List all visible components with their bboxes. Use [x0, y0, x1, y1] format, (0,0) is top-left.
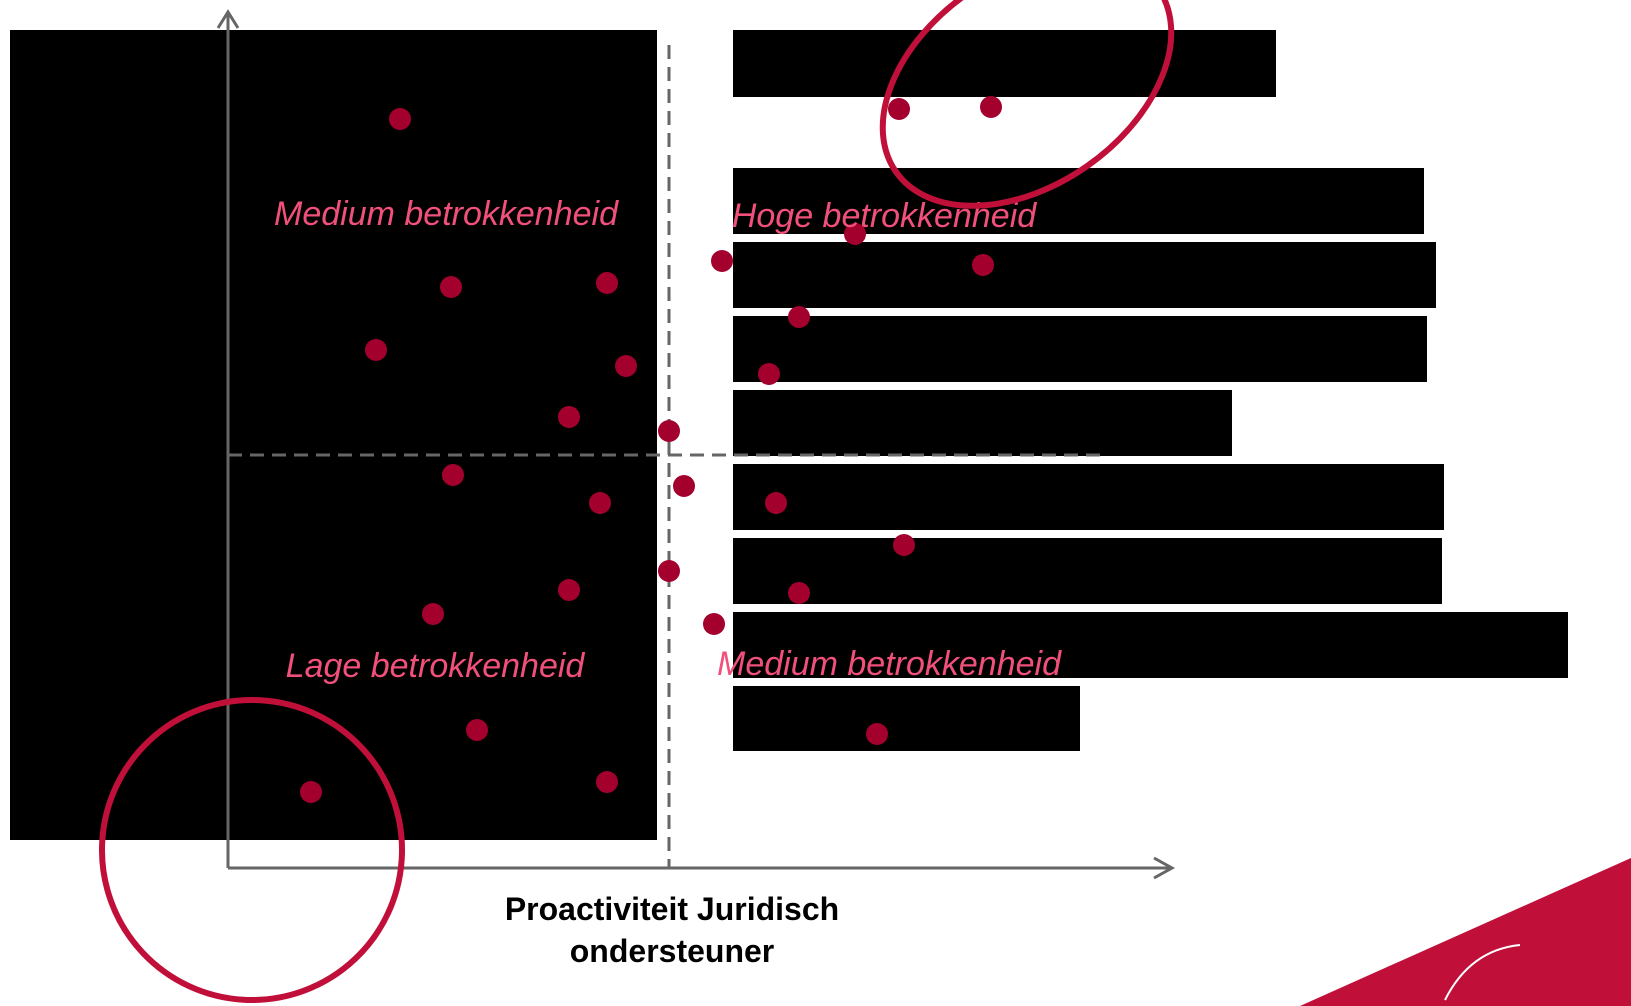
redaction-bars	[733, 30, 1568, 751]
redaction	[10, 30, 657, 840]
quadrant-label: Medium betrokkenheid	[274, 195, 619, 233]
axis-label: Proactiviteit Juridisch	[505, 891, 839, 927]
highlight-ellipses	[99, 0, 1175, 1003]
corner-logo	[1300, 858, 1631, 1006]
quadrant-label: Medium betrokkenheid	[717, 645, 1062, 683]
axis-label: ondersteuner	[570, 933, 774, 969]
axes	[216, 9, 1176, 880]
quadrant-label: Lage betrokkenheid	[286, 647, 586, 685]
dots	[300, 96, 1002, 803]
logo-curve	[1444, 944, 1521, 1001]
